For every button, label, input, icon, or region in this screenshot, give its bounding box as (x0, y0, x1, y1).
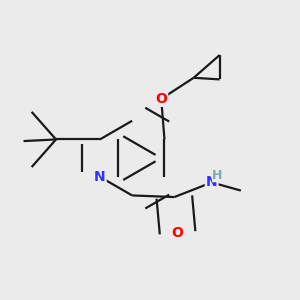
Text: N: N (206, 176, 218, 190)
Text: H: H (212, 169, 223, 182)
Text: O: O (172, 226, 184, 240)
Text: O: O (155, 92, 167, 106)
Text: N: N (94, 170, 106, 184)
